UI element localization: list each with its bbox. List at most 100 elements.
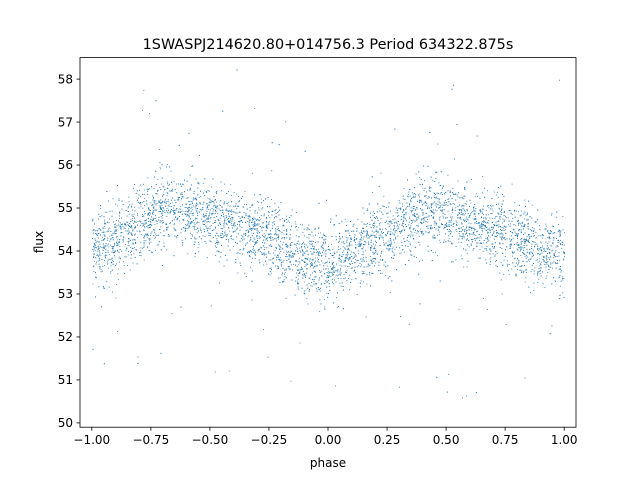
data-point bbox=[451, 88, 453, 90]
data-point bbox=[97, 218, 99, 220]
data-point bbox=[357, 243, 359, 245]
data-point bbox=[254, 244, 255, 246]
data-point bbox=[289, 261, 291, 263]
data-point bbox=[451, 198, 453, 199]
data-point bbox=[439, 219, 441, 221]
data-point bbox=[434, 222, 436, 224]
data-point bbox=[145, 221, 147, 223]
data-point bbox=[529, 238, 531, 240]
data-point bbox=[95, 296, 97, 298]
data-point bbox=[417, 217, 419, 218]
data-point bbox=[447, 205, 449, 207]
data-point bbox=[451, 242, 453, 244]
data-point bbox=[248, 240, 250, 242]
data-point bbox=[412, 214, 413, 216]
data-point bbox=[132, 243, 134, 245]
data-point bbox=[258, 219, 260, 221]
data-point bbox=[371, 261, 373, 263]
data-point bbox=[155, 204, 157, 206]
data-point bbox=[282, 225, 284, 227]
data-point bbox=[118, 224, 120, 226]
data-point bbox=[519, 250, 521, 252]
data-point bbox=[117, 331, 119, 332]
data-point bbox=[251, 232, 253, 234]
data-point bbox=[491, 243, 493, 245]
data-point bbox=[525, 258, 527, 260]
data-point bbox=[405, 208, 407, 210]
data-point bbox=[487, 190, 489, 192]
data-point bbox=[261, 252, 263, 253]
data-point bbox=[143, 259, 145, 261]
data-point bbox=[252, 228, 254, 230]
data-point bbox=[322, 233, 324, 235]
data-point bbox=[503, 238, 505, 239]
data-point bbox=[506, 260, 508, 262]
data-point bbox=[458, 308, 460, 310]
data-point bbox=[557, 262, 559, 264]
data-point bbox=[148, 214, 150, 215]
data-point bbox=[211, 229, 213, 231]
data-point bbox=[270, 233, 272, 235]
data-point bbox=[187, 189, 188, 191]
data-point bbox=[297, 251, 299, 253]
data-point bbox=[522, 272, 524, 273]
data-point bbox=[121, 217, 122, 219]
data-point bbox=[94, 250, 96, 252]
data-point bbox=[471, 212, 472, 214]
data-point bbox=[515, 275, 517, 277]
data-point bbox=[104, 219, 106, 221]
data-point bbox=[239, 221, 240, 223]
data-point bbox=[255, 243, 257, 245]
data-point bbox=[450, 243, 452, 245]
data-point bbox=[128, 228, 130, 230]
data-point bbox=[173, 181, 175, 183]
data-point bbox=[216, 232, 218, 234]
data-point bbox=[291, 209, 293, 211]
data-point bbox=[230, 223, 232, 224]
data-point bbox=[204, 235, 206, 237]
data-point bbox=[144, 205, 146, 206]
data-point bbox=[449, 240, 451, 242]
data-point bbox=[540, 249, 542, 251]
data-point bbox=[414, 220, 416, 222]
data-point bbox=[220, 227, 222, 229]
data-point bbox=[267, 237, 268, 239]
data-point bbox=[298, 236, 300, 238]
data-point bbox=[143, 237, 145, 239]
data-point bbox=[148, 241, 150, 243]
data-point bbox=[463, 195, 465, 197]
data-point bbox=[332, 274, 334, 276]
data-point bbox=[510, 209, 512, 211]
data-point bbox=[250, 239, 252, 241]
data-point bbox=[267, 356, 269, 358]
data-point bbox=[536, 243, 538, 245]
data-point bbox=[276, 268, 278, 270]
data-point bbox=[275, 216, 277, 218]
data-point bbox=[155, 100, 157, 102]
data-point bbox=[279, 281, 281, 283]
data-point bbox=[132, 209, 134, 211]
data-point bbox=[174, 209, 176, 211]
data-point bbox=[443, 201, 445, 203]
data-point bbox=[184, 230, 186, 232]
data-point bbox=[436, 196, 438, 198]
data-point bbox=[286, 243, 287, 245]
data-point bbox=[373, 231, 375, 233]
data-point bbox=[496, 253, 498, 255]
data-point bbox=[182, 183, 184, 185]
data-point bbox=[305, 275, 306, 277]
data-point bbox=[103, 239, 105, 240]
data-point bbox=[300, 223, 301, 225]
data-point bbox=[348, 266, 350, 268]
data-point bbox=[320, 283, 322, 285]
data-point bbox=[150, 232, 152, 234]
data-point bbox=[553, 257, 555, 259]
data-point bbox=[157, 189, 159, 191]
data-point bbox=[117, 249, 118, 251]
data-point bbox=[185, 213, 186, 215]
data-point bbox=[156, 223, 158, 225]
data-point bbox=[289, 268, 291, 270]
data-point bbox=[535, 221, 537, 223]
data-point bbox=[365, 241, 367, 243]
data-point bbox=[275, 265, 277, 267]
